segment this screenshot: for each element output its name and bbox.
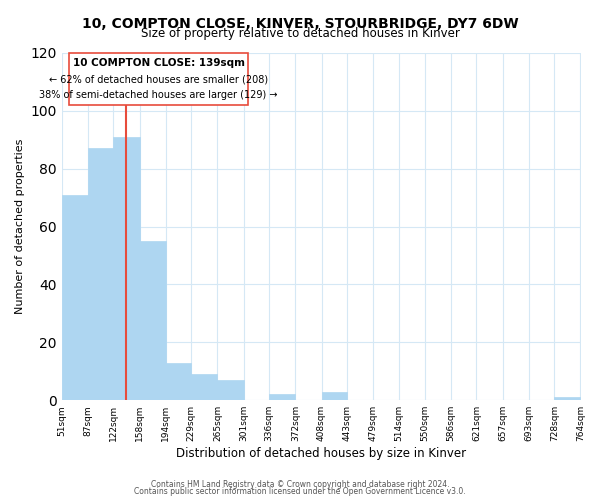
Text: 10, COMPTON CLOSE, KINVER, STOURBRIDGE, DY7 6DW: 10, COMPTON CLOSE, KINVER, STOURBRIDGE, … (82, 18, 518, 32)
FancyBboxPatch shape (69, 53, 248, 105)
Text: 38% of semi-detached houses are larger (129) →: 38% of semi-detached houses are larger (… (39, 90, 278, 100)
Bar (191, 374, 217, 400)
Bar (88, 148, 113, 400)
Y-axis label: Number of detached properties: Number of detached properties (15, 139, 25, 314)
Text: ← 62% of detached houses are smaller (208): ← 62% of detached houses are smaller (20… (49, 74, 268, 84)
Text: 10 COMPTON CLOSE: 139sqm: 10 COMPTON CLOSE: 139sqm (73, 58, 245, 68)
Bar (140, 241, 166, 400)
Bar (322, 392, 347, 400)
X-axis label: Distribution of detached houses by size in Kinver: Distribution of detached houses by size … (176, 447, 466, 460)
Bar (62, 195, 88, 400)
Bar (113, 137, 140, 400)
Bar (269, 394, 295, 400)
Bar (554, 398, 580, 400)
Text: Size of property relative to detached houses in Kinver: Size of property relative to detached ho… (140, 28, 460, 40)
Bar (217, 380, 244, 400)
Text: Contains public sector information licensed under the Open Government Licence v3: Contains public sector information licen… (134, 487, 466, 496)
Bar (166, 362, 191, 400)
Text: Contains HM Land Registry data © Crown copyright and database right 2024.: Contains HM Land Registry data © Crown c… (151, 480, 449, 489)
